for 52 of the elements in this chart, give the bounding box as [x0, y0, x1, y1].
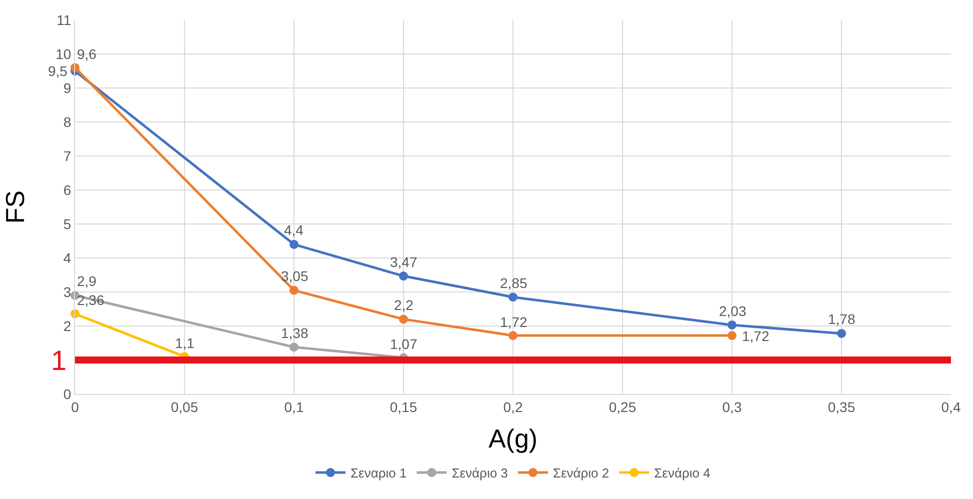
data-label: 4,4 — [284, 222, 304, 238]
x-tick-label: 0,15 — [390, 398, 418, 415]
x-tick-label: 0,05 — [170, 398, 198, 415]
point — [728, 320, 736, 330]
x-tick-label: 0,2 — [503, 398, 523, 415]
point — [508, 292, 518, 302]
point — [728, 331, 736, 340]
point — [399, 272, 408, 281]
x-tick-label: 0,1 — [284, 398, 304, 415]
legend-label: Σενάριο 3 — [452, 466, 508, 481]
data-label: 2,03 — [719, 303, 746, 319]
point — [508, 331, 518, 340]
data-label: 1,72 — [742, 328, 770, 344]
y-tick-label: 5 — [63, 216, 72, 232]
point — [290, 240, 298, 249]
point — [290, 342, 298, 352]
point — [290, 286, 298, 295]
x-tick-label: 0,35 — [828, 398, 856, 415]
x-tick-label: 0,4 — [941, 398, 961, 415]
data-label: 2,36 — [77, 292, 104, 308]
data-label: 1,07 — [390, 336, 418, 352]
data-label: 2,2 — [394, 297, 414, 313]
y-tick-label: 11 — [56, 12, 72, 28]
data-label: 3,47 — [390, 254, 418, 270]
y-tick-label: 8 — [63, 114, 72, 130]
y-tick-label: 3 — [63, 284, 72, 300]
point — [399, 314, 408, 324]
legend-label: Σεναριο 1 — [350, 466, 407, 481]
x-axis-title: A(g) — [488, 424, 538, 454]
data-label: 9,5 — [48, 63, 68, 79]
data-label: 2,85 — [500, 275, 528, 291]
data-label: 1,72 — [500, 314, 528, 330]
legend-label: Σενάριο 4 — [654, 466, 710, 481]
y-tick-label: 2 — [63, 318, 72, 334]
data-label: 1,1 — [175, 335, 195, 351]
data-label: 9,6 — [77, 46, 97, 62]
x-tick-label: 0,3 — [722, 398, 742, 415]
y-tick-label: 7 — [63, 148, 72, 164]
x-tick-label: 0,25 — [608, 398, 636, 415]
data-label: 2,9 — [77, 273, 97, 289]
y-tick-label: 0 — [63, 386, 72, 402]
y-tick-label: 4 — [63, 250, 72, 266]
point — [837, 328, 846, 338]
y-tick-label: 10 — [56, 46, 72, 62]
y-tick-label: 6 — [63, 182, 72, 198]
legend-label: Σενάριο 2 — [552, 466, 610, 481]
y-tick-label: 9 — [63, 80, 72, 96]
data-label: 1,78 — [828, 311, 856, 327]
data-label: 1,38 — [281, 325, 308, 341]
ref-line-label: 1 — [51, 345, 67, 376]
y-axis-title: FS — [0, 190, 30, 224]
data-label: 3,05 — [281, 268, 308, 284]
